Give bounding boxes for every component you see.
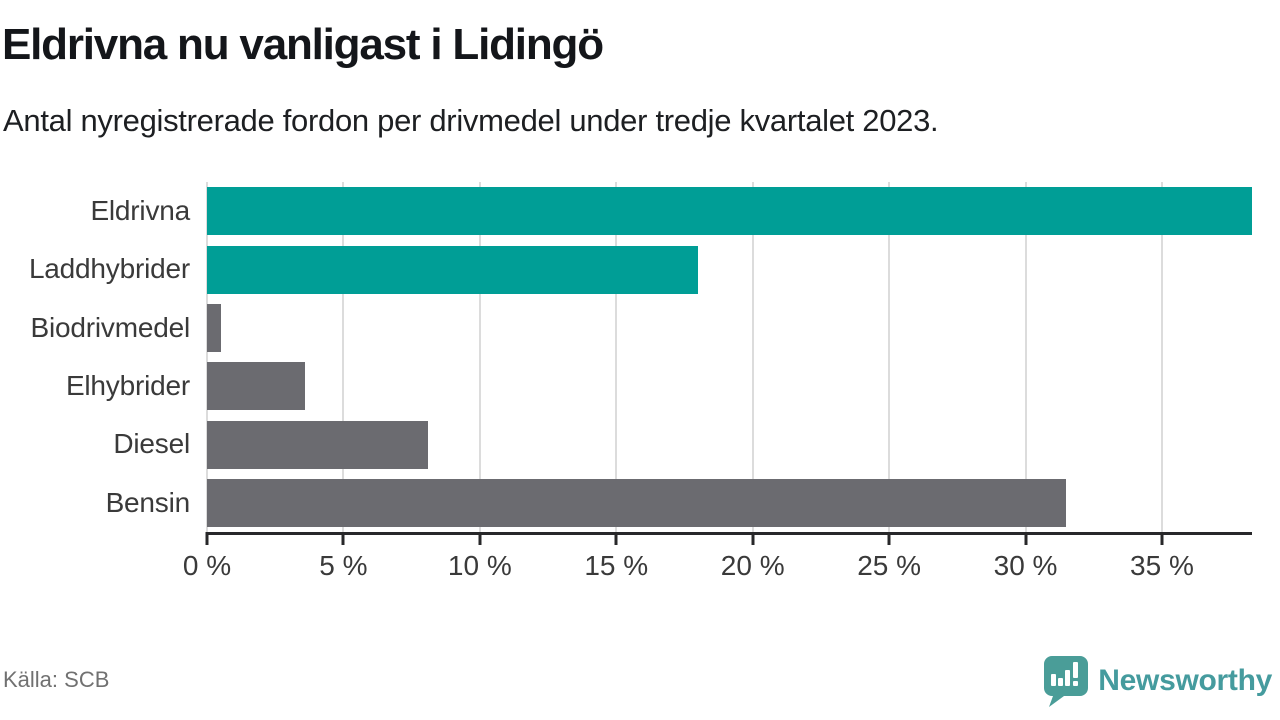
bar bbox=[207, 362, 306, 411]
category-label: Elhybrider bbox=[65, 370, 190, 402]
tick-label: 35 % bbox=[1130, 550, 1194, 581]
gridline bbox=[615, 182, 618, 532]
tick-mark bbox=[478, 532, 482, 545]
category-label: Eldrivna bbox=[90, 195, 190, 227]
source-note: Källa: SCB bbox=[3, 667, 110, 692]
tick-mark bbox=[1024, 532, 1028, 545]
tick-label: 15 % bbox=[584, 550, 649, 581]
tick-mark bbox=[751, 532, 755, 545]
tick-label: 0 % bbox=[182, 550, 232, 581]
bar bbox=[207, 303, 221, 352]
tick-mark bbox=[614, 532, 618, 545]
brand-logo: Newsworthy bbox=[1042, 654, 1272, 708]
bar-chart-speech-bubble-icon bbox=[1044, 656, 1089, 707]
tick-mark bbox=[1160, 532, 1164, 545]
tick-label: 30 % bbox=[993, 550, 1058, 581]
gridline bbox=[478, 182, 481, 532]
brand-name: Newsworthy bbox=[1098, 664, 1272, 697]
plot-area: 0 % 5 % 10 % 15 % 20 % 25 % 30 % 35 % bbox=[183, 182, 1252, 581]
bar bbox=[207, 420, 428, 469]
tick-mark bbox=[205, 532, 209, 545]
gridline bbox=[1024, 182, 1027, 532]
gridline bbox=[751, 182, 754, 532]
gridline bbox=[206, 182, 208, 532]
bar bbox=[207, 245, 699, 294]
chart-title: Eldrivna nu vanligast i Lidingö bbox=[2, 20, 604, 69]
gridline bbox=[342, 182, 345, 532]
chart-subtitle: Antal nyregistrerade fordon per drivmede… bbox=[3, 103, 939, 138]
tick-label: 20 % bbox=[720, 550, 785, 581]
tick-label: 25 % bbox=[857, 550, 922, 581]
gridline bbox=[888, 182, 891, 532]
tick-label: 5 % bbox=[319, 550, 368, 581]
bar-chart: Eldrivna Laddhybrider Biodrivmedel Elhybrid… bbox=[0, 182, 1280, 581]
tick-mark bbox=[887, 532, 891, 545]
category-label: Bensin bbox=[105, 486, 191, 518]
category-label: Biodrivmedel bbox=[30, 311, 191, 343]
tick-mark bbox=[341, 532, 345, 545]
tick-label: 10 % bbox=[447, 550, 512, 581]
category-labels: Eldrivna Laddhybrider Biodrivmedel Elhybrid… bbox=[0, 182, 190, 532]
category-label: Diesel bbox=[113, 428, 190, 460]
bar bbox=[207, 187, 1252, 236]
gridline bbox=[1160, 182, 1163, 532]
bar bbox=[207, 478, 1067, 527]
category-label: Laddhybrider bbox=[28, 253, 190, 285]
